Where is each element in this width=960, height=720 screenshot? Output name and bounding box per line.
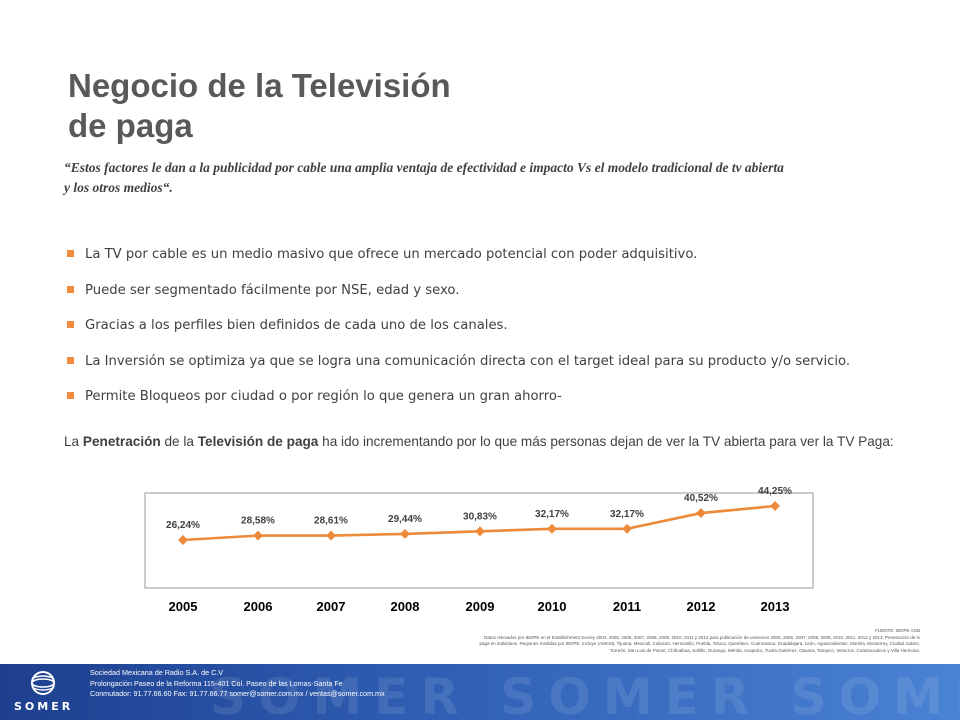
source-note: FUENTE: IBOPE AGB Datos relevados por IB… — [390, 628, 920, 654]
data-label: 32,17% — [610, 509, 644, 520]
page-title: Negocio de la Televisión de paga — [68, 66, 628, 146]
source-text: Torreón, San Luis de Potosí, Chihuahua, … — [610, 647, 920, 653]
chart-plot-frame — [144, 492, 814, 589]
x-tick-label: 2006 — [244, 599, 273, 614]
square-bullet-icon — [67, 250, 74, 257]
page-title-line-2: de paga — [68, 107, 193, 144]
x-tick-label: 2008 — [391, 599, 420, 614]
square-bullet-icon — [67, 356, 74, 364]
x-tick-label: 2009 — [466, 599, 495, 614]
quote-text: “Estos factores le dan a la publicidad p… — [64, 160, 784, 195]
data-label: 30,83% — [463, 511, 497, 522]
x-tick-label: 2013 — [761, 599, 790, 614]
paragraph-bold-penetracion: Penetración — [82, 434, 161, 449]
data-label: 28,61% — [314, 516, 348, 527]
bullet-list: La TV por cable es un medio masivo que o… — [64, 246, 944, 424]
data-label: 44,25% — [758, 486, 792, 497]
data-point-marker — [253, 530, 263, 541]
bullet-text: La TV por cable es un medio masivo que o… — [85, 247, 698, 262]
bullet-item: Permite Bloqueos por ciudad o por región… — [64, 388, 944, 424]
paragraph-text: de la — [160, 434, 198, 449]
bullet-item: La Inversión se optimiza ya que se logra… — [64, 353, 944, 389]
source-title: FUENTE: IBOPE AGB — [875, 628, 920, 633]
company-name: Sociedad Mexicana de Radio S.A. de C.V — [90, 668, 224, 677]
x-tick-label: 2010 — [538, 599, 567, 614]
page-title-line-1: Negocio de la Televisión — [68, 67, 451, 104]
bullet-text: Gracias a los perfiles bien definidos de… — [85, 318, 508, 333]
square-bullet-icon — [67, 285, 74, 293]
data-label: 32,17% — [535, 509, 569, 520]
data-label: 28,58% — [241, 516, 275, 527]
bullet-item: Puede ser segmentado fácilmente por NSE,… — [64, 282, 944, 318]
bullet-item: Gracias a los perfiles bien definidos de… — [64, 317, 944, 353]
data-point-marker — [326, 530, 336, 541]
data-point-marker — [475, 526, 485, 537]
data-point-marker — [400, 529, 410, 539]
data-label: 26,24% — [166, 520, 200, 531]
somer-globe-logo-icon — [31, 671, 55, 695]
square-bullet-icon — [67, 321, 74, 328]
data-point-marker — [770, 501, 780, 511]
square-bullet-icon — [67, 392, 74, 399]
x-tick-label: 2007 — [317, 599, 346, 614]
source-text: paga en individuos. Regiones medidas por… — [479, 641, 920, 646]
penetration-paragraph: La Penetración de la Televisión de paga … — [64, 432, 916, 451]
data-point-marker — [547, 523, 557, 534]
company-phone-email: Conmutador: 91.77.66.60 Fax: 91.77.66.77… — [90, 689, 385, 698]
somer-logo-text: SOMER — [14, 700, 74, 713]
data-point-marker — [622, 523, 632, 534]
paragraph-bold-tv-paga: Televisión de paga — [197, 434, 319, 449]
data-point-marker — [178, 535, 188, 545]
paragraph-text: ha ido incrementando por lo que más pers… — [318, 434, 894, 449]
source-text: Datos relevados por IBOPE en el Establis… — [484, 634, 920, 640]
data-point-marker — [696, 508, 706, 518]
bullet-text: La Inversión se optimiza ya que se logra… — [85, 353, 851, 369]
footer-watermark: SOMER SOMER SOMER SO — [210, 668, 960, 720]
x-tick-label: 2005 — [169, 599, 198, 614]
bullet-item: La TV por cable es un medio masivo que o… — [64, 246, 944, 282]
data-label: 40,52% — [684, 493, 718, 504]
footer-bar: SOMER SOMER SOMER SO SOMER Sociedad Mexi… — [0, 664, 960, 720]
bullet-text: Puede ser segmentado fácilmente por NSE,… — [85, 282, 460, 298]
bullet-text: Permite Bloqueos por ciudad o por región… — [85, 389, 562, 404]
series-line — [182, 504, 776, 542]
company-address: Prolongación Paseo de la Reforma 115-401… — [90, 678, 343, 688]
paragraph-text: La — [64, 434, 83, 449]
x-tick-label: 2012 — [687, 599, 716, 614]
x-tick-label: 2011 — [613, 599, 641, 614]
contact-info: Sociedad Mexicana de Radio S.A. de C.V P… — [90, 668, 385, 700]
data-label: 29,44% — [388, 514, 422, 525]
